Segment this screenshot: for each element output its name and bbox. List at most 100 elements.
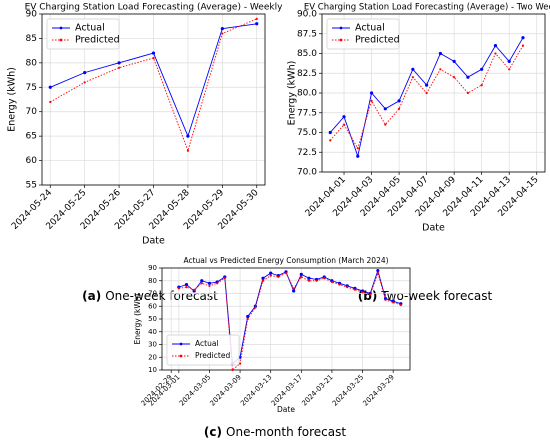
x-tick-label: 2024-03-25 (331, 373, 365, 407)
y-tick-label: 50 (148, 315, 157, 323)
point (453, 76, 456, 79)
y-tick-label: 70 (148, 290, 157, 298)
caption-label: (a) (82, 289, 101, 303)
legend-marker (339, 38, 343, 42)
y-tick-label: 90.0 (297, 10, 317, 20)
y-tick-label: 65 (26, 132, 37, 142)
point (277, 275, 280, 279)
legend-label: Actual (355, 23, 385, 34)
point (200, 279, 204, 283)
point (238, 362, 242, 365)
point (369, 293, 372, 296)
point (383, 107, 387, 111)
point (186, 149, 190, 152)
plot-frame (161, 267, 411, 371)
point (48, 85, 52, 89)
caption-label: (c) (204, 425, 222, 439)
legend-box (46, 18, 120, 50)
point (246, 314, 250, 319)
legend-label: Predicted (75, 35, 120, 46)
y-tick-label: 80 (26, 58, 38, 68)
x-tick-label: 2024-03-05 (178, 373, 212, 407)
point (411, 67, 415, 71)
point (370, 99, 373, 102)
point (507, 59, 511, 64)
series-line (178, 271, 401, 371)
point (208, 284, 211, 287)
y-tick-label: 10 (148, 366, 157, 374)
point (480, 67, 484, 71)
point (466, 75, 470, 79)
x-tick-label: 2024-03-21 (300, 373, 334, 407)
point (493, 44, 498, 48)
point (207, 281, 212, 285)
y-tick-label: 60 (26, 156, 38, 166)
point (300, 275, 303, 279)
point (521, 44, 525, 47)
point (221, 32, 224, 35)
point (292, 289, 296, 293)
point (246, 317, 249, 321)
y-tick-label: 90 (148, 264, 157, 272)
legend-marker (59, 26, 63, 30)
y-tick-label: 60 (148, 302, 157, 310)
point (338, 283, 341, 286)
y-tick-label: 70 (26, 107, 38, 117)
point (399, 303, 402, 307)
point (292, 287, 295, 290)
x-axis-label: Date (422, 223, 445, 234)
point (269, 274, 272, 277)
point (231, 368, 234, 372)
point (494, 52, 497, 55)
legend-label: Predicted (355, 35, 400, 46)
point (328, 130, 332, 135)
y-tick-label: 85 (26, 34, 37, 44)
chart-title: EV Charging Station Load Forecasting (Av… (304, 3, 550, 13)
point (185, 286, 188, 289)
y-tick-label: 90 (26, 10, 38, 20)
x-axis-label: Date (142, 236, 165, 247)
plot-frame (41, 13, 266, 186)
point (361, 291, 364, 294)
point (466, 91, 470, 95)
caption: (b) Two-week forecast (358, 289, 493, 303)
point (376, 268, 380, 273)
y-tick-label: 40 (148, 328, 157, 336)
point (83, 81, 86, 84)
point (376, 272, 379, 275)
point (193, 288, 196, 291)
x-axis-label: Date (277, 405, 295, 414)
y-tick-label: 75 (26, 83, 37, 93)
point (323, 277, 326, 280)
legend-box (326, 18, 400, 50)
y-tick-label: 87.5 (297, 29, 317, 39)
point (117, 66, 121, 69)
y-tick-label: 75.0 (297, 128, 317, 138)
point (223, 277, 226, 280)
point (261, 279, 265, 282)
point (177, 287, 180, 290)
point (342, 123, 346, 126)
point (284, 272, 288, 275)
caption-text: One-month forecast (226, 425, 346, 439)
y-tick-label: 85.0 (297, 49, 317, 59)
y-tick-label: 55 (26, 181, 37, 191)
point (83, 71, 87, 75)
point (425, 83, 429, 87)
legend-marker (179, 342, 183, 346)
point (255, 17, 258, 20)
y-tick-label: 70.0 (297, 168, 317, 178)
x-tick-label: 2024-03-29 (362, 373, 396, 407)
point (369, 91, 374, 95)
legend-marker (59, 38, 63, 42)
y-axis-label: Energy (kWh) (133, 293, 142, 344)
point (397, 99, 401, 103)
legend-marker (339, 26, 343, 30)
caption-text: Two-week forecast (380, 289, 492, 303)
point (346, 286, 349, 289)
point (329, 139, 332, 142)
point (392, 301, 395, 304)
point (186, 134, 190, 138)
x-tick-label: 2024-03-13 (239, 373, 273, 407)
legend-label: Predicted (195, 351, 230, 360)
